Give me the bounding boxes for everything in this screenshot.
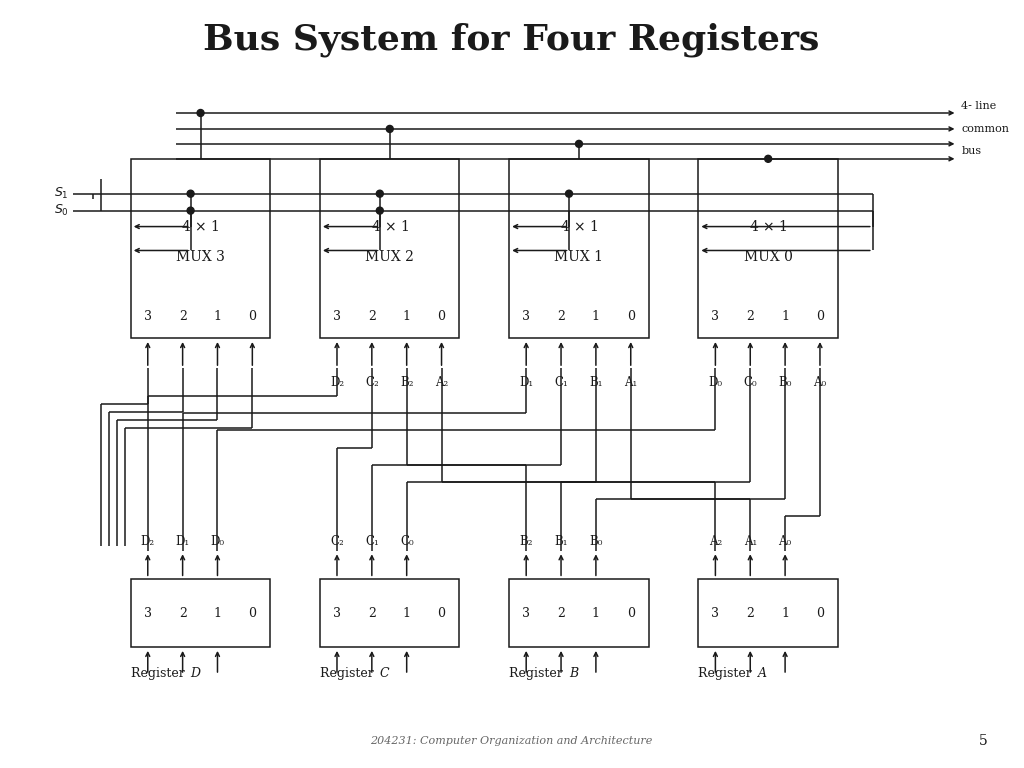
Text: 3: 3: [143, 310, 152, 323]
Text: 3: 3: [522, 310, 530, 323]
Text: 2: 2: [368, 607, 376, 620]
Text: 204231: Computer Organization and Architecture: 204231: Computer Organization and Archit…: [370, 736, 652, 746]
Text: B₁: B₁: [554, 535, 567, 548]
Text: Bus System for Four Registers: Bus System for Four Registers: [203, 22, 819, 57]
Text: A₀: A₀: [813, 376, 826, 389]
Text: 2: 2: [746, 310, 755, 323]
Text: 2: 2: [179, 607, 186, 620]
Text: C₂: C₂: [330, 535, 344, 548]
Text: bus: bus: [962, 146, 981, 156]
Text: 1: 1: [213, 310, 221, 323]
Text: 3: 3: [522, 607, 530, 620]
Text: 4- line: 4- line: [962, 101, 996, 111]
Text: C₂: C₂: [365, 376, 379, 389]
Text: C: C: [380, 667, 389, 680]
Text: D₀: D₀: [709, 376, 722, 389]
Text: A₁: A₁: [743, 535, 757, 548]
Text: 2: 2: [368, 310, 376, 323]
Text: common: common: [962, 124, 1010, 134]
Circle shape: [187, 190, 195, 197]
Text: B₂: B₂: [400, 376, 414, 389]
Text: D₀: D₀: [211, 535, 224, 548]
Text: 0: 0: [816, 310, 824, 323]
Text: D₂: D₂: [330, 376, 344, 389]
Text: 3: 3: [712, 607, 720, 620]
Text: Register: Register: [698, 667, 756, 680]
Text: C₀: C₀: [400, 535, 414, 548]
Text: Register: Register: [321, 667, 378, 680]
Text: D: D: [190, 667, 201, 680]
Circle shape: [187, 207, 195, 214]
Bar: [131, 579, 270, 647]
Bar: [321, 159, 460, 338]
Text: MUX 0: MUX 0: [743, 250, 793, 264]
Text: 0: 0: [627, 607, 635, 620]
Circle shape: [197, 110, 204, 117]
Circle shape: [376, 207, 383, 214]
Text: 0: 0: [437, 607, 445, 620]
Text: 0: 0: [816, 607, 824, 620]
Text: 4 $\times$ 1: 4 $\times$ 1: [371, 220, 409, 234]
Text: MUX 1: MUX 1: [554, 250, 603, 264]
Text: 3: 3: [143, 607, 152, 620]
Text: 2: 2: [179, 310, 186, 323]
Text: Register: Register: [131, 667, 188, 680]
Text: 2: 2: [557, 310, 565, 323]
Text: 3: 3: [712, 310, 720, 323]
Text: D₂: D₂: [140, 535, 155, 548]
Text: B₁: B₁: [589, 376, 603, 389]
Text: C₁: C₁: [554, 376, 568, 389]
Text: C₁: C₁: [365, 535, 379, 548]
Text: MUX 3: MUX 3: [176, 250, 225, 264]
Text: 2: 2: [557, 607, 565, 620]
Bar: [698, 159, 838, 338]
Text: A₀: A₀: [778, 535, 792, 548]
Text: $S_0$: $S_0$: [54, 203, 69, 218]
Text: 1: 1: [592, 310, 600, 323]
Circle shape: [575, 141, 583, 147]
Text: A: A: [758, 667, 767, 680]
Text: 2: 2: [746, 607, 755, 620]
Text: 3: 3: [333, 607, 341, 620]
Text: B₀: B₀: [589, 535, 602, 548]
Circle shape: [565, 190, 572, 197]
Text: 1: 1: [402, 310, 411, 323]
Text: B₂: B₂: [519, 535, 532, 548]
Circle shape: [386, 125, 393, 132]
Text: Register: Register: [509, 667, 567, 680]
Bar: [131, 159, 270, 338]
Bar: [509, 159, 648, 338]
Text: 1: 1: [402, 607, 411, 620]
Circle shape: [376, 190, 383, 197]
Circle shape: [765, 155, 772, 162]
Text: A₁: A₁: [624, 376, 637, 389]
Text: 5: 5: [979, 733, 987, 748]
Bar: [698, 579, 838, 647]
Text: 4 $\times$ 1: 4 $\times$ 1: [750, 220, 787, 234]
Text: 1: 1: [213, 607, 221, 620]
Text: 0: 0: [249, 310, 256, 323]
Text: A₂: A₂: [709, 535, 722, 548]
Text: B₀: B₀: [778, 376, 792, 389]
Text: D₁: D₁: [175, 535, 189, 548]
Text: 3: 3: [333, 310, 341, 323]
Text: 4 $\times$ 1: 4 $\times$ 1: [181, 220, 219, 234]
Text: D₁: D₁: [519, 376, 534, 389]
Text: MUX 2: MUX 2: [366, 250, 414, 264]
Text: C₀: C₀: [743, 376, 757, 389]
Bar: [321, 579, 460, 647]
Text: 4 $\times$ 1: 4 $\times$ 1: [560, 220, 598, 234]
Text: A₂: A₂: [435, 376, 449, 389]
Bar: [509, 579, 648, 647]
Text: 0: 0: [437, 310, 445, 323]
Text: 1: 1: [781, 310, 790, 323]
Text: $S_1$: $S_1$: [54, 186, 69, 201]
Text: 0: 0: [627, 310, 635, 323]
Text: B: B: [569, 667, 579, 680]
Text: 0: 0: [249, 607, 256, 620]
Text: 1: 1: [781, 607, 790, 620]
Text: 1: 1: [592, 607, 600, 620]
